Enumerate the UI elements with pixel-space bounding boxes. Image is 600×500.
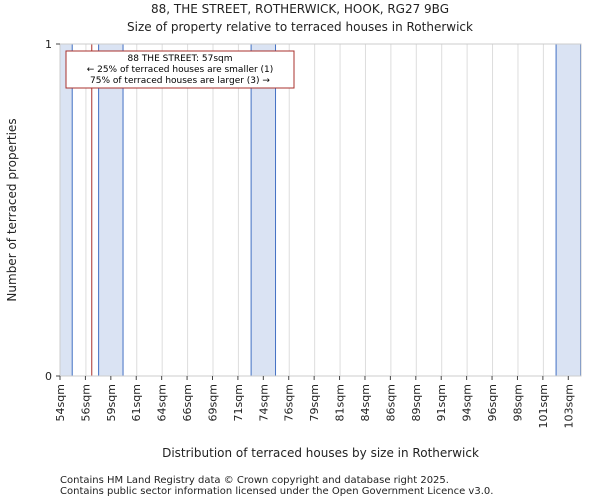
x-tick-label: 61sqm [130,384,143,421]
y-axis-label: Number of terraced properties [5,118,19,301]
bar [98,44,124,376]
footer-copyright: Contains HM Land Registry data © Crown c… [60,475,449,486]
x-tick-label: 96sqm [486,384,499,421]
x-tick-label: 76sqm [283,384,296,421]
x-tick-label: 66sqm [181,384,194,421]
x-tick-label: 64sqm [156,384,169,421]
plot-frame [59,43,582,377]
x-tick-label: 79sqm [308,384,321,421]
property-annotation: 88 THE STREET: 57sqm ← 25% of terraced h… [65,50,295,89]
y-tick-label: 0 [45,370,52,383]
bar [555,44,581,376]
bar [250,44,277,376]
bar [60,44,73,376]
x-tick-label: 98sqm [511,384,524,421]
y-tick-label: 1 [45,38,52,51]
chart-subtitle: Size of property relative to terraced ho… [127,20,473,34]
x-axis-label: Distribution of terraced houses by size … [162,446,479,460]
x-tick-label: 81sqm [334,384,347,421]
grid [60,44,570,376]
x-tick-label: 91sqm [435,384,448,421]
y-ticks: 01 [45,38,60,383]
x-tick-label: 59sqm [105,384,118,421]
x-tick-label: 94sqm [461,384,474,421]
annotation-line-1: 88 THE STREET: 57sqm [128,54,233,64]
footer-licence: Contains public sector information licen… [60,486,494,497]
annotation-line-2: ← 25% of terraced houses are smaller (1) [87,65,274,75]
x-tick-label: 84sqm [359,384,372,421]
x-tick-label: 86sqm [384,384,397,421]
x-tick-label: 71sqm [232,384,245,421]
annotation-line-3: 75% of terraced houses are larger (3) → [90,76,270,86]
x-tick-label: 103sqm [562,384,575,428]
x-tick-label: 101sqm [537,384,550,428]
chart-title: 88, THE STREET, ROTHERWICK, HOOK, RG27 9… [151,2,449,16]
x-ticks: 54sqm 56sqm 59sqm 61sqm 64sqm 66sqm 69sqm 71sqm… [54,376,575,428]
bars [60,44,581,376]
x-tick-label: 54sqm [54,384,67,421]
x-tick-label: 56sqm [79,384,92,421]
x-tick-label: 69sqm [206,384,219,421]
x-tick-label: 74sqm [257,384,270,421]
x-tick-label: 89sqm [410,384,423,421]
annotation-box [65,50,295,89]
